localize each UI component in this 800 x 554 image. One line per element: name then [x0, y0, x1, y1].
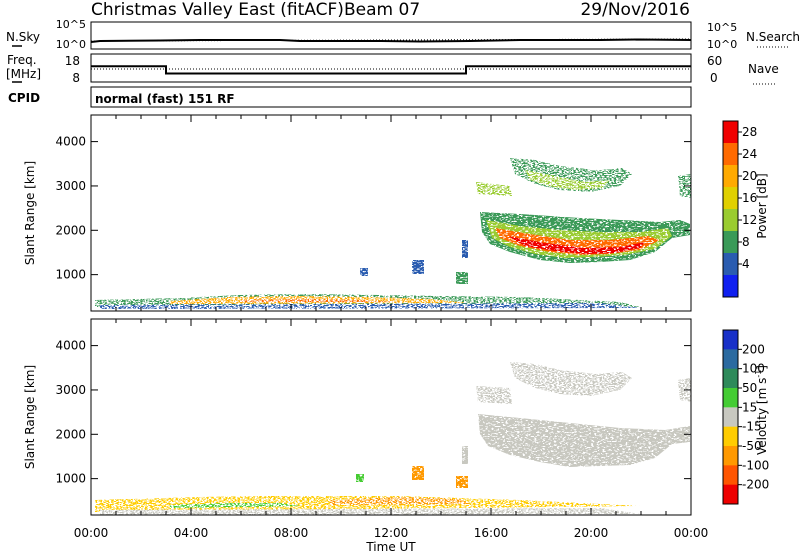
station-title: Christmas Valley East (fitACF): [91, 0, 344, 20]
beam-label: Beam 07: [344, 0, 420, 20]
xtick-label-1: 04:00: [174, 526, 209, 540]
velocity-cbar-cell-1: [723, 349, 738, 370]
velocity-cbar-label-7: -200: [742, 478, 769, 492]
velocity-ytick-label-3: 1000: [55, 472, 86, 486]
power-cbar-cell-5: [723, 231, 738, 254]
noise-search-line: [90, 38, 692, 42]
velocity-cbar-cell-4: [723, 407, 738, 428]
power-cbar-label-5: 8: [742, 235, 750, 249]
velocity-cbar-cell-5: [723, 426, 738, 447]
velocity-cbar-label-5: -50: [742, 439, 762, 453]
power-cbar-label-4: 12: [742, 213, 757, 227]
xtick-label-2: 08:00: [274, 526, 309, 540]
velocity-cbar-cell-2: [723, 368, 738, 389]
nave-tick-top: 60: [707, 54, 722, 68]
velocity-band-2000: [478, 414, 690, 467]
velocity-cbar-cell-0: [723, 330, 738, 350]
power-patches: [360, 240, 468, 284]
velocity-cbar-cell-3: [723, 388, 738, 408]
velocity-cbar-frame: [722, 329, 739, 505]
xtick-label-0: 00:00: [74, 526, 109, 540]
xlabel: Time UT: [365, 540, 416, 554]
power-band-3000: [476, 158, 691, 198]
velocity-ytick-label-1: 3000: [55, 383, 86, 397]
velocity-cbar-label-1: 100: [742, 362, 765, 376]
velocity-cbar-label: Velocity [m s-1]: [754, 365, 769, 455]
velocity-cbar-label-0: 200: [742, 342, 765, 356]
velocity-ytick-label-0: 4000: [55, 339, 86, 353]
power-cbar-label-3: 16: [742, 191, 757, 205]
nave-tick-bottom: 0: [710, 71, 718, 85]
velocity-ytick-label-2: 2000: [55, 427, 86, 441]
velocity-cbar-cell-8: [723, 484, 738, 505]
power-ytick-label-3: 1000: [55, 268, 86, 282]
freq-label: Freq.: [7, 53, 37, 67]
velocity-band-3000: [476, 362, 691, 404]
power-cbar-label: Power [dB]: [755, 173, 769, 238]
noise-panel: [90, 21, 692, 50]
power-cbar-cell-1: [723, 143, 738, 166]
ylabel-power: Slant Range [km]: [23, 161, 37, 265]
power-cbar-label-2: 20: [742, 169, 757, 183]
power-cbar-cell-6: [723, 253, 738, 276]
noise-tick-bottom-left: 10^0: [56, 38, 86, 51]
velocity-near-range: [95, 496, 640, 515]
power-cbar-cell-0: [723, 121, 738, 144]
freq-line: [91, 65, 691, 75]
power-cbar-label-0: 28: [742, 125, 757, 139]
noise-tick-bottom-right: 10^0: [707, 38, 737, 51]
velocity-cbar-cell-6: [723, 446, 738, 466]
power-cbar-label-6: 4: [742, 257, 750, 271]
freq-tick-bottom: 8: [72, 71, 80, 85]
velocity-cbar-label-6: -100: [742, 458, 769, 472]
date-label: 29/Nov/2016: [580, 0, 690, 20]
velocity-cbar-label-2: 50: [742, 381, 757, 395]
xtick-label-5: 20:00: [574, 526, 609, 540]
nsearch-label: N.Search: [746, 30, 800, 44]
cpid-value: normal (fast) 151 RF: [95, 92, 235, 106]
velocity-cbar-label-3: 15: [742, 400, 757, 414]
power-band-2000: [480, 212, 690, 263]
nave-label: Nave: [748, 62, 779, 76]
xtick-label-4: 16:00: [474, 526, 509, 540]
nsky-label: N.Sky: [6, 30, 40, 44]
power-cbar-cell-3: [723, 187, 738, 210]
ylabel-velocity: Slant Range [km]: [23, 365, 37, 469]
power-ytick-label-1: 3000: [55, 179, 86, 193]
power-cbar-label-1: 24: [742, 147, 757, 161]
power-cbar-frame: [722, 120, 739, 298]
velocity-panel: [90, 318, 692, 516]
power-panel: [90, 114, 692, 312]
noise-tick-top-right: 10^5: [707, 21, 737, 34]
cpid-panel: [90, 86, 692, 108]
velocity-patches: [356, 446, 468, 488]
cpid-label: CPID: [8, 91, 40, 105]
power-ytick-label-2: 2000: [55, 223, 86, 237]
power-near-range: [95, 294, 640, 309]
xtick-label-6: 00:00: [674, 526, 709, 540]
freq-tick-top: 18: [65, 54, 80, 68]
velocity-cbar-cell-7: [723, 465, 738, 486]
velocity-cbar-label-4: -15: [742, 420, 762, 434]
xtick-label-3: 12:00: [374, 526, 409, 540]
noise-tick-top-left: 10^5: [56, 18, 86, 31]
power-ytick-label-0: 4000: [55, 135, 86, 149]
power-cbar-cell-4: [723, 209, 738, 232]
freq-panel: [90, 53, 692, 83]
power-cbar-cell-7: [723, 275, 738, 298]
power-cbar-cell-2: [723, 165, 738, 188]
freq-unit: [MHz]: [6, 67, 41, 81]
